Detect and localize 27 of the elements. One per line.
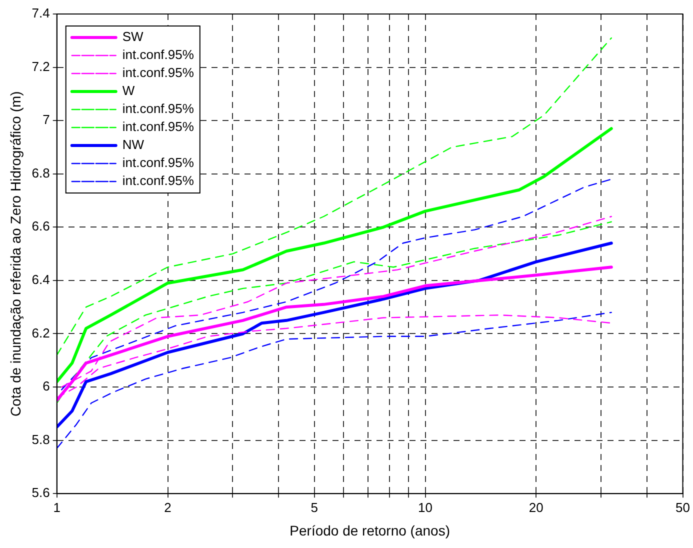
legend-label: int.conf.95% [122,65,194,80]
y-tick-label: 7.2 [32,58,50,74]
x-tick-label: 20 [528,500,544,515]
x-tick-label: 2 [164,500,172,515]
y-tick-label: 5.8 [32,432,50,447]
y-tick-label: 6.6 [32,218,50,234]
y-tick-label: 6 [42,378,50,394]
legend-label: int.conf.95% [122,155,194,170]
legend-label: W [122,83,136,98]
legend-label: int.conf.95% [122,47,194,62]
x-tick-label: 5 [310,500,318,515]
legend-label: SW [122,29,144,44]
legend-label: int.conf.95% [122,101,194,116]
y-axis-title: Cota de inundação referida ao Zero Hidrográfico (m) [7,91,24,416]
legend-label: int.conf.95% [122,119,194,134]
legend-label: NW [122,137,145,152]
y-tick-label: 6.4 [32,272,50,288]
x-tick-label: 50 [676,500,690,515]
x-tick-label: 1 [53,500,60,515]
x-tick-label: 10 [418,500,433,515]
x-axis-title: Período de retorno (anos) [290,522,450,538]
y-tick-label: 6.2 [32,325,50,340]
y-tick-label: 7 [42,112,50,128]
y-tick-label: 5.6 [32,485,50,500]
legend-label: int.conf.95% [122,173,194,188]
y-tick-label: 7.4 [32,6,50,21]
y-tick-label: 6.8 [32,165,50,180]
